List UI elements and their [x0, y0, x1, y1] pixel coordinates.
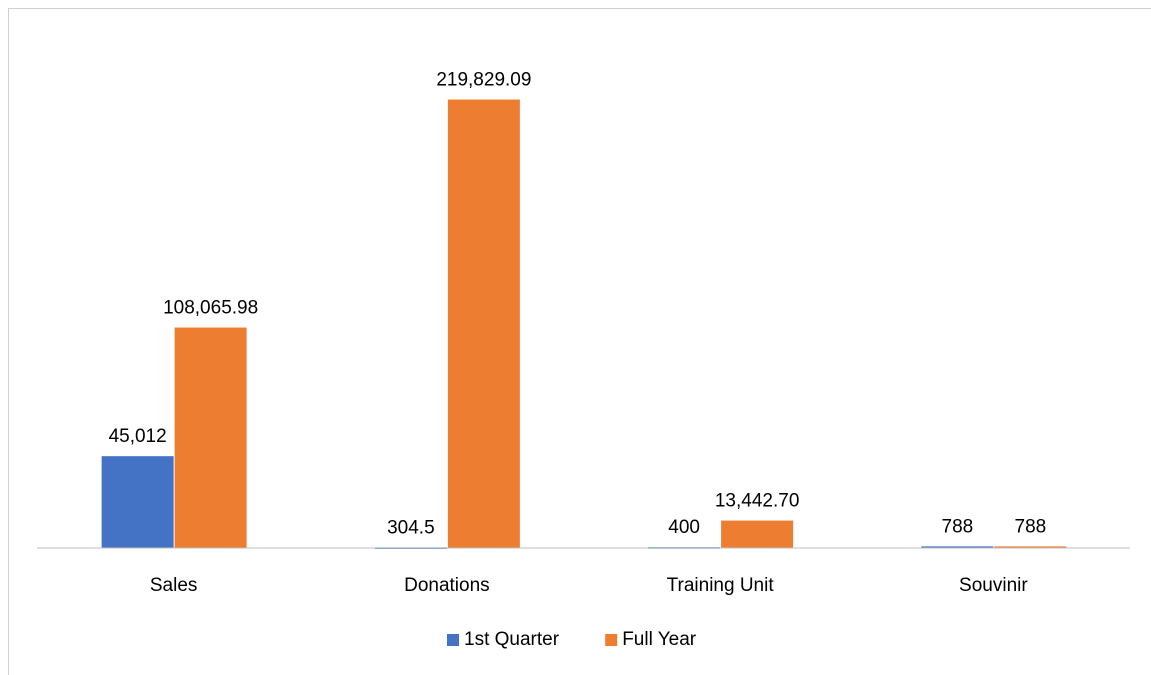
data-label: 45,012 — [109, 426, 167, 447]
legend-swatch — [605, 634, 618, 646]
data-label: 219,829.09 — [436, 70, 531, 91]
bar — [447, 99, 520, 549]
bar — [994, 546, 1067, 548]
bar — [174, 327, 247, 548]
x-tick-label: Sales — [150, 575, 198, 596]
bar — [721, 520, 794, 548]
data-label: 13,442.70 — [715, 491, 800, 512]
x-tick-label: Training Unit — [667, 575, 775, 596]
legend-swatch — [447, 634, 459, 646]
bar — [101, 456, 174, 548]
x-tick-label: Souvinir — [959, 575, 1028, 596]
legend-label: 1st Quarter — [464, 629, 560, 650]
chart-frame — [8, 8, 1151, 675]
data-label: 304.5 — [387, 517, 435, 538]
data-label: 788 — [1015, 516, 1047, 537]
data-label: 788 — [942, 516, 974, 537]
legend-label: Full Year — [622, 629, 697, 650]
x-tick-label: Donations — [404, 575, 490, 596]
data-label: 108,065.98 — [163, 298, 258, 319]
data-label: 400 — [668, 517, 700, 538]
bar — [921, 546, 994, 548]
